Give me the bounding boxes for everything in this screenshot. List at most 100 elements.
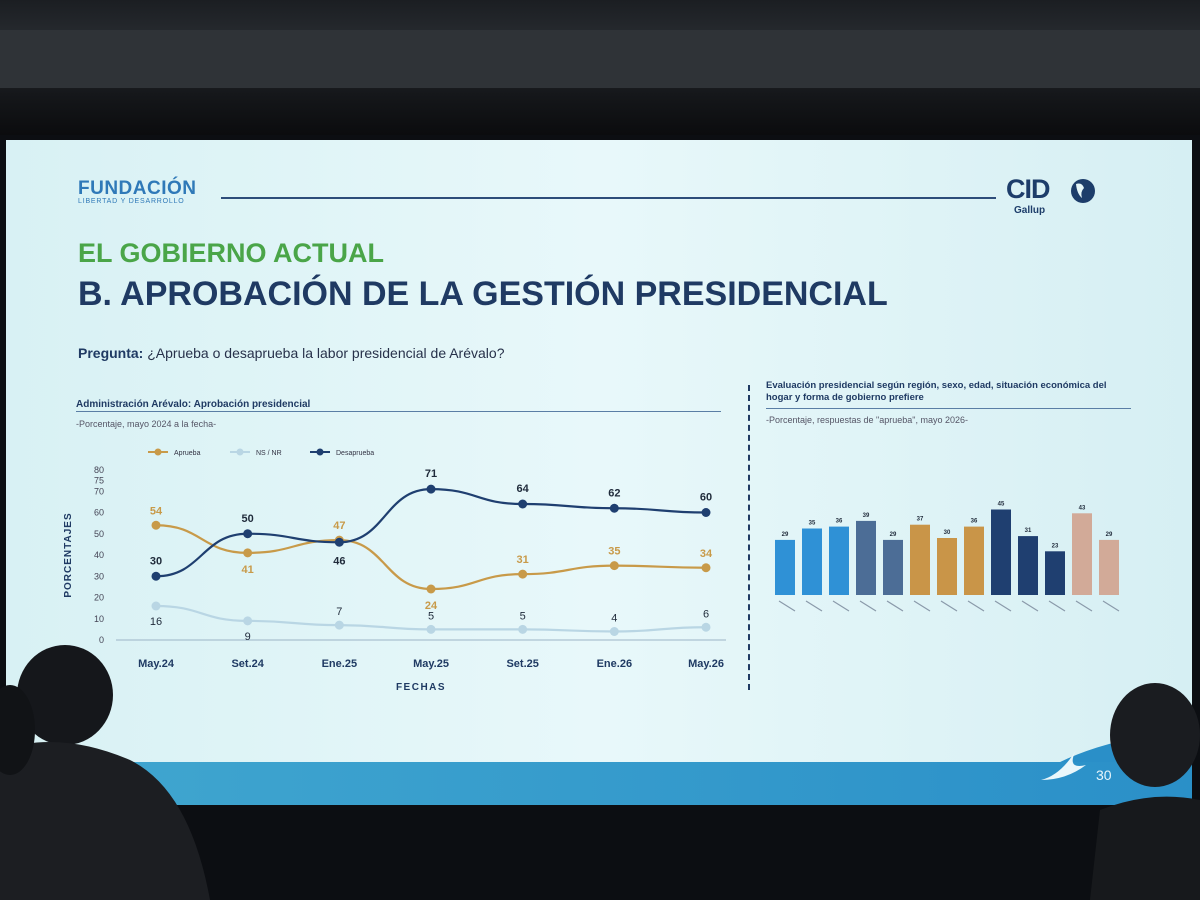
data-point-desaprueba [151, 571, 161, 581]
globe-icon [1071, 179, 1095, 203]
bar-category-label-illegible [859, 600, 877, 612]
bar-value-label: 35 [809, 521, 816, 527]
data-label-aprueba: 31 [517, 554, 529, 566]
bar [802, 528, 822, 595]
bar [991, 509, 1011, 595]
footer-band [116, 762, 1192, 805]
bar-chart: 29 35 36 39 29 37 30 36 45 31 23 43 29 [775, 502, 1120, 612]
data-label-aprueba: 24 [425, 600, 438, 612]
data-point-nsnr [151, 601, 161, 611]
y-tick-label: 10 [94, 614, 104, 624]
bar-value-label: 36 [836, 519, 843, 525]
bar-value-label: 43 [1079, 505, 1086, 511]
bar-category-label-illegible [805, 600, 823, 612]
presentation-slide: FUNDACIÓN LIBERTAD Y DESARROLLO CID Gall… [6, 140, 1192, 805]
data-label-nsnr: 5 [428, 610, 434, 622]
data-label-nsnr: 9 [245, 631, 251, 643]
y-tick-label: 30 [94, 571, 104, 581]
data-label-desaprueba: 71 [425, 468, 437, 480]
legend-swatch-marker [236, 448, 244, 456]
bar-category-label-illegible [913, 600, 931, 612]
line-chart-title: Administración Arévalo: Aprobación presi… [76, 399, 311, 410]
survey-question: Pregunta: ¿Aprueba o desaprueba la labor… [78, 345, 504, 361]
bar-value-label: 29 [890, 532, 897, 538]
bar [1045, 551, 1065, 595]
x-tick-label: Set.24 [231, 658, 264, 670]
data-point-aprueba [151, 520, 161, 530]
bar [829, 526, 849, 595]
bar [910, 524, 930, 595]
bar [883, 539, 903, 595]
bar-value-label: 39 [863, 513, 870, 519]
data-point-nsnr [701, 622, 711, 632]
question-label: Pregunta: [78, 345, 144, 361]
bar [1099, 539, 1119, 595]
audience-silhouette-right [1090, 683, 1200, 900]
bar-value-label: 31 [1025, 528, 1032, 534]
fundacion-logo: FUNDACIÓN LIBERTAD Y DESARROLLO [78, 178, 197, 205]
y-tick-label: 70 [94, 486, 104, 496]
data-point-nsnr [609, 627, 619, 636]
bar-category-label-illegible [832, 600, 850, 612]
data-point-nsnr [243, 616, 253, 626]
data-point-desaprueba [334, 537, 344, 547]
bar-chart-title: Evaluación presidencial según región, se… [766, 380, 1107, 403]
y-axis-label: PORCENTAJES [63, 512, 74, 597]
bar [1072, 513, 1092, 595]
legend-swatch-marker [316, 448, 324, 456]
data-label-nsnr: 4 [611, 613, 617, 625]
y-tick-label: 75 [94, 476, 104, 486]
legend-label: Aprueba [174, 450, 201, 457]
data-point-aprueba [701, 563, 711, 573]
fundacion-logo-tagline: LIBERTAD Y DESARROLLO [78, 198, 185, 205]
question-text: ¿Aprueba o desaprueba la labor presidenc… [147, 345, 505, 361]
fundacion-logo-name: FUNDACIÓN [78, 178, 197, 199]
bar-value-label: 29 [1106, 532, 1113, 538]
bar-category-label-illegible [778, 600, 796, 612]
data-label-aprueba: 34 [700, 548, 713, 560]
legend-label: NS / NR [256, 450, 282, 457]
cid-gallup-logo: CID Gallup [1006, 174, 1050, 216]
data-label-aprueba: 35 [608, 546, 620, 558]
bar [1018, 536, 1038, 595]
data-point-aprueba [609, 561, 619, 571]
series-line-desaprueba [155, 488, 707, 578]
data-label-nsnr: 6 [703, 608, 709, 620]
legend-swatch-marker [154, 448, 162, 456]
data-point-desaprueba [243, 529, 253, 539]
data-label-desaprueba: 46 [333, 555, 345, 567]
ceiling-beam [0, 30, 1200, 88]
data-point-nsnr [334, 620, 344, 630]
x-tick-label: Ene.25 [322, 658, 357, 670]
x-tick-label: Ene.26 [597, 658, 632, 670]
section-title: EL GOBIERNO ACTUAL [78, 238, 385, 268]
bar [856, 520, 876, 595]
bar-category-label-illegible [967, 600, 985, 612]
data-point-desaprueba [426, 484, 436, 494]
data-point-aprueba [426, 584, 436, 594]
x-tick-label: May.25 [413, 658, 449, 670]
bar-value-label: 36 [971, 519, 978, 525]
y-tick-label: 50 [94, 529, 104, 539]
line-chart-subtitle: -Porcentaje, mayo 2024 a la fecha- [76, 419, 217, 429]
bar-category-label-illegible [886, 600, 904, 612]
data-label-desaprueba: 50 [242, 513, 254, 525]
bar-category-label-illegible [940, 600, 958, 612]
data-label-desaprueba: 62 [608, 487, 620, 499]
data-point-nsnr [426, 624, 436, 634]
bar-category-label-illegible [1075, 600, 1093, 612]
bar [937, 538, 957, 595]
data-label-desaprueba: 64 [517, 483, 530, 495]
data-point-aprueba [243, 548, 253, 558]
bar [964, 526, 984, 595]
line-chart-title-rule [76, 411, 721, 412]
data-label-aprueba: 54 [150, 505, 163, 517]
y-tick-label: 60 [94, 508, 104, 518]
bar-category-label-illegible [994, 600, 1012, 612]
page-title: B. APROBACIÓN DE LA GESTIÓN PRESIDENCIAL [78, 275, 888, 313]
bar-category-label-illegible [1102, 600, 1120, 612]
cid-logo-sub: Gallup [1014, 205, 1046, 216]
x-axis-label: FECHAS [396, 682, 446, 693]
y-tick-label: 20 [94, 593, 104, 603]
